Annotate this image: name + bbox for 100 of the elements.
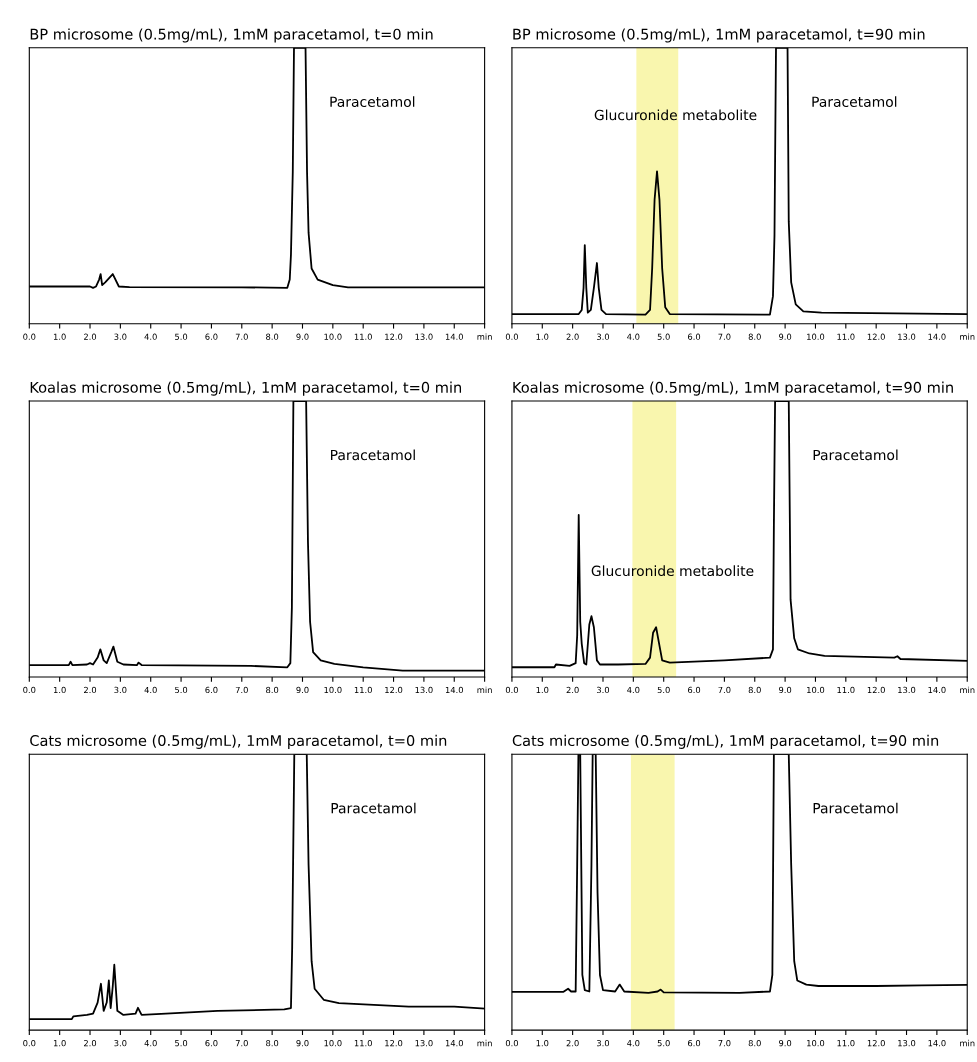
x-tick-label: 0.0 xyxy=(505,1040,518,1047)
x-tick-label: 1.0 xyxy=(536,686,549,694)
x-tick-label: 2.0 xyxy=(84,686,97,694)
x-tick-label: 9.0 xyxy=(296,1040,309,1047)
x-tick-label: 5.0 xyxy=(175,1040,188,1047)
x-tick-label: 5.0 xyxy=(657,333,670,340)
x-tick-label: 0.0 xyxy=(23,1040,36,1047)
x-tick-label: min xyxy=(477,686,492,693)
x-tick-label: 13.0 xyxy=(415,333,433,340)
x-tick-label: 11.0 xyxy=(837,1040,855,1047)
x-tick-label: 12.0 xyxy=(385,1040,403,1047)
x-tick-label: 7.0 xyxy=(235,333,248,340)
x-tick-label: 4.0 xyxy=(144,1040,157,1047)
x-tick-label: 14.0 xyxy=(445,686,463,694)
x-tick-label: 3.0 xyxy=(597,333,610,340)
x-tick-label: 10.0 xyxy=(807,333,825,340)
x-tick-label: 0.0 xyxy=(23,686,36,694)
x-tick-label: 12.0 xyxy=(385,686,403,694)
x-tick-label: 3.0 xyxy=(114,333,127,340)
x-tick-label: 9.0 xyxy=(296,686,309,694)
x-tick-label: 10.0 xyxy=(807,1040,825,1047)
x-tick-label: 2.0 xyxy=(84,333,97,340)
x-tick-label: 8.0 xyxy=(748,1040,761,1047)
x-tick-label: 1.0 xyxy=(53,1040,66,1047)
x-tick-label: 3.0 xyxy=(114,1040,127,1047)
x-tick-label: 10.0 xyxy=(324,686,342,694)
x-tick-label: 7.0 xyxy=(718,1040,731,1047)
x-tick-label: 11.0 xyxy=(354,333,372,340)
x-tick-label: 1.0 xyxy=(53,333,66,340)
annotation: Glucuronide metabolite xyxy=(591,565,754,577)
chart-title: BP microsome (0.5mg/mL), 1mM paracetamol, t=90 min xyxy=(513,28,925,43)
annotation: Paracetamol xyxy=(331,802,416,814)
x-tick-label: 6.0 xyxy=(205,686,218,694)
x-tick-label: 1.0 xyxy=(536,1040,549,1047)
x-tick-label: 8.0 xyxy=(748,333,761,340)
annotation: Paracetamol xyxy=(813,802,898,814)
x-tick-label: 4.0 xyxy=(144,686,157,694)
annotation: Glucuronide metabolite xyxy=(594,109,757,121)
annotation: Paracetamol xyxy=(813,449,898,461)
x-tick-label: 7.0 xyxy=(718,333,731,340)
x-tick-label: 5.0 xyxy=(175,333,188,340)
x-tick-label: 6.0 xyxy=(688,686,701,694)
x-tick-label: 12.0 xyxy=(867,333,885,340)
x-tick-label: 5.0 xyxy=(175,686,188,694)
x-tick-label: min xyxy=(960,686,975,693)
x-tick-label: 9.0 xyxy=(296,333,309,340)
x-tick-label: 2.0 xyxy=(84,1040,97,1047)
x-tick-label: 14.0 xyxy=(445,1040,463,1047)
chart-title: Koalas microsome (0.5mg/mL), 1mM paracetamol, t=90 min xyxy=(513,381,953,396)
x-tick-label: 8.0 xyxy=(748,686,761,694)
x-tick-label: 10.0 xyxy=(807,686,825,694)
x-tick-label: 11.0 xyxy=(837,333,855,340)
x-tick-label: 2.0 xyxy=(566,1040,579,1047)
x-tick-label: 7.0 xyxy=(235,1040,248,1047)
x-tick-label: 9.0 xyxy=(779,1040,792,1047)
x-tick-label: 14.0 xyxy=(928,1040,946,1047)
x-tick-label: 14.0 xyxy=(928,333,946,340)
x-tick-label: 4.0 xyxy=(144,333,157,340)
x-tick-label: min xyxy=(960,333,975,340)
x-tick-label: 6.0 xyxy=(688,1040,701,1047)
x-tick-label: 11.0 xyxy=(837,686,855,694)
x-tick-label: min xyxy=(477,1039,492,1047)
chart-title: Koalas microsome (0.5mg/mL), 1mM paracetamol, t=0 min xyxy=(30,381,462,396)
x-tick-label: 10.0 xyxy=(324,333,342,340)
x-tick-label: 6.0 xyxy=(205,333,218,340)
x-tick-label: 12.0 xyxy=(867,1040,885,1047)
x-tick-label: 7.0 xyxy=(235,686,248,694)
x-tick-label: 5.0 xyxy=(657,686,670,694)
x-tick-label: 3.0 xyxy=(114,686,127,694)
x-tick-label: 8.0 xyxy=(266,333,279,340)
chart-title: Cats microsome (0.5mg/mL), 1mM paracetamol, t=0 min xyxy=(30,734,447,749)
x-tick-label: 13.0 xyxy=(415,686,433,694)
x-tick-label: 12.0 xyxy=(385,333,403,340)
x-tick-label: 11.0 xyxy=(354,686,372,694)
x-tick-label: 13.0 xyxy=(898,1040,916,1047)
x-tick-label: 4.0 xyxy=(627,1040,640,1047)
annotation: Paracetamol xyxy=(812,96,897,108)
x-tick-label: 9.0 xyxy=(779,333,792,340)
x-tick-label: 0.0 xyxy=(505,686,518,694)
x-tick-label: 0.0 xyxy=(505,333,518,340)
x-tick-label: min xyxy=(960,1039,975,1047)
x-tick-label: 1.0 xyxy=(53,686,66,694)
chart-title: BP microsome (0.5mg/mL), 1mM paracetamol, t=0 min xyxy=(30,28,433,43)
x-tick-label: 8.0 xyxy=(266,686,279,694)
x-tick-label: 6.0 xyxy=(688,333,701,340)
x-tick-label: 0.0 xyxy=(23,333,36,340)
x-tick-label: 2.0 xyxy=(566,333,579,340)
x-tick-label: 1.0 xyxy=(536,333,549,340)
x-tick-label: 3.0 xyxy=(597,686,610,694)
x-tick-label: 4.0 xyxy=(627,686,640,694)
x-tick-label: 13.0 xyxy=(415,1040,433,1047)
x-tick-label: 9.0 xyxy=(779,686,792,694)
x-tick-label: 7.0 xyxy=(718,686,731,694)
x-tick-label: 11.0 xyxy=(354,1040,372,1047)
x-tick-label: 4.0 xyxy=(627,333,640,340)
x-tick-label: 13.0 xyxy=(898,333,916,340)
x-tick-label: 14.0 xyxy=(445,333,463,340)
annotation: Paracetamol xyxy=(331,449,415,461)
x-tick-label: 14.0 xyxy=(928,686,946,694)
x-tick-label: 2.0 xyxy=(566,686,579,694)
